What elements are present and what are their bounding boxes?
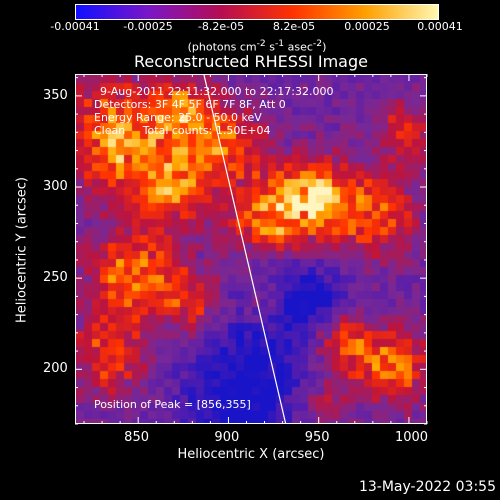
colorbar-units: (photons cm-2 s-1 asec-2)	[187, 38, 327, 54]
y-tick-label: 250	[43, 270, 68, 286]
solar-limb-line	[203, 75, 287, 423]
colorbar-tick: 0.00025	[344, 20, 390, 33]
plot-date-stamp: 13-May-2022 03:55	[358, 479, 496, 495]
y-tick-label: 300	[43, 179, 68, 195]
heatmap-canvas	[76, 75, 426, 423]
x-tick-label: 1000	[394, 430, 429, 445]
energy-range-text: Energy Range: 25.0 - 50.0 keV	[94, 111, 262, 124]
detectors-text: Detectors: 3F 4F 5F 6F 7F 8F, Att 0	[94, 98, 286, 111]
clean-counts-text: Clean Total counts: 1.50E+04	[94, 124, 271, 137]
x-axis-label: Heliocentric X (arcsec)	[177, 447, 325, 462]
image-title: Reconstructed RHESSI Image	[134, 52, 368, 71]
y-tick-label: 350	[43, 87, 68, 103]
y-tick-label: 200	[43, 361, 68, 377]
x-tick-label: 850	[124, 430, 149, 445]
colorbar-tick: -8.2e-05	[197, 20, 245, 33]
colorbar-tick: -0.00041	[50, 20, 100, 33]
x-tick-label: 950	[304, 430, 330, 445]
colorbar-tick: 0.00041	[417, 20, 463, 33]
y-axis-label: Heliocentric Y (arcsec)	[14, 177, 30, 323]
time-range-text: 9-Aug-2011 22:11:32.000 to 22:17:32.000	[100, 85, 334, 98]
colorbar-tick: -0.00025	[123, 20, 173, 33]
x-tick-label: 900	[214, 430, 240, 445]
colorbar-tick: 8.2e-05	[272, 20, 316, 33]
limb-line-layer	[203, 75, 287, 423]
peak-position-text: Position of Peak = [856,355]	[94, 398, 251, 411]
rhessi-image-plot: 9-Aug-2011 22:11:32.000 to 22:17:32.000 …	[75, 74, 427, 424]
colorbar	[75, 4, 439, 20]
